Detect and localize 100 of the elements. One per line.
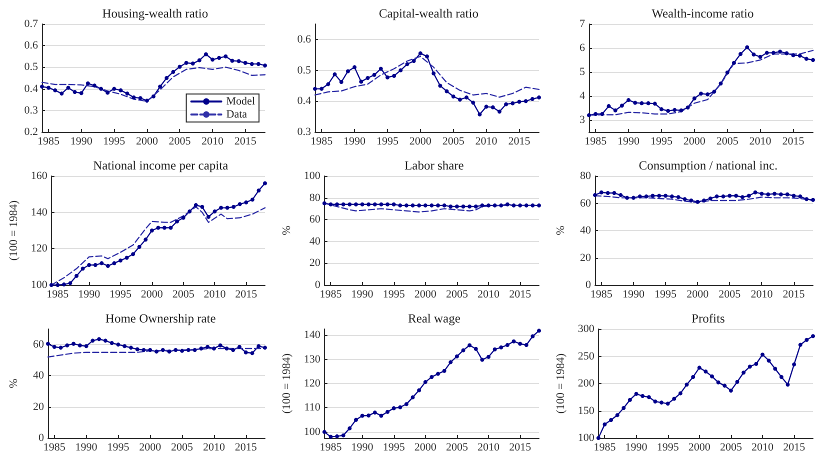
x-tick-label: 2000	[139, 442, 162, 454]
point	[792, 194, 796, 198]
point	[628, 398, 632, 402]
point	[52, 344, 56, 349]
point	[128, 346, 133, 350]
point	[423, 380, 428, 384]
point	[135, 347, 140, 352]
x-tick-label: 1990	[75, 442, 98, 454]
point	[256, 344, 261, 348]
x-tick-label: 1995	[376, 136, 399, 148]
chart-title: Wealth-income ratio	[652, 6, 754, 20]
point	[448, 360, 453, 364]
point	[184, 60, 188, 65]
point	[152, 94, 156, 98]
point	[122, 344, 127, 348]
point	[524, 99, 528, 104]
x-tick-label: 1985	[46, 288, 70, 300]
x-tick-label: 2010	[752, 442, 774, 454]
point	[339, 80, 344, 84]
x-tick-label: 2010	[749, 136, 772, 148]
point	[263, 346, 267, 350]
point	[60, 92, 64, 96]
chart-title: Housing-wealth ratio	[102, 6, 208, 20]
point	[256, 188, 261, 193]
x-tick-label: 1990	[622, 288, 645, 300]
point	[804, 56, 808, 61]
point	[804, 197, 809, 202]
point	[625, 196, 630, 200]
point	[766, 358, 771, 363]
point	[206, 214, 210, 219]
point	[335, 434, 340, 438]
y-tick-label: 5	[580, 66, 586, 78]
point	[58, 346, 63, 350]
y-tick-label: 20	[33, 400, 44, 413]
point	[410, 395, 415, 400]
x-tick-label: 1985	[584, 136, 608, 148]
x-tick-label: 1995	[656, 442, 680, 454]
y-tick-label: 0.6	[297, 33, 312, 46]
point	[722, 384, 727, 388]
point	[811, 58, 815, 62]
point	[778, 192, 783, 196]
y-tick-label: 0.4	[24, 82, 38, 95]
x-tick-label: 2005	[716, 136, 739, 148]
point	[224, 346, 229, 350]
point	[530, 334, 535, 338]
point	[766, 192, 770, 196]
point	[332, 72, 337, 76]
point	[714, 194, 719, 198]
x-tick-label: 2000	[688, 442, 711, 454]
point	[74, 274, 79, 278]
point	[181, 216, 186, 220]
point	[72, 90, 77, 94]
point	[660, 400, 664, 405]
point	[436, 372, 440, 376]
legend-label: Model	[226, 96, 256, 108]
point	[118, 88, 123, 92]
point	[158, 84, 162, 89]
y-tick-label: 130	[304, 353, 321, 366]
point	[490, 105, 495, 110]
point	[210, 58, 215, 62]
x-tick-label: 2000	[409, 136, 432, 148]
point	[438, 84, 442, 88]
y-tick-label: 60	[33, 338, 44, 351]
point	[644, 194, 648, 198]
y-tick-label: 200	[578, 378, 595, 390]
point	[697, 366, 702, 370]
y-tick-label: 0	[586, 279, 592, 291]
point	[425, 54, 429, 58]
point	[804, 338, 809, 342]
y-tick-label: 80	[309, 192, 321, 204]
point	[615, 413, 620, 418]
point	[710, 374, 714, 378]
point	[78, 343, 82, 348]
point	[164, 76, 169, 80]
x-tick-label: 1990	[351, 442, 374, 454]
y-tick-label: 0.6	[24, 40, 38, 52]
y-tick-label: 100	[304, 426, 321, 438]
point	[760, 352, 765, 357]
x-tick-label: 2015	[508, 136, 531, 148]
point	[225, 206, 230, 210]
point	[186, 348, 190, 352]
y-tick-label: 120	[304, 378, 321, 390]
point	[66, 86, 70, 90]
chart-title: Labor share	[404, 158, 464, 172]
point	[218, 343, 222, 348]
point	[640, 394, 645, 398]
point	[131, 252, 136, 256]
point	[348, 426, 352, 430]
point	[53, 88, 58, 92]
point	[230, 58, 234, 63]
point	[263, 63, 267, 68]
chart-title: Real wage	[408, 312, 461, 326]
point	[678, 391, 682, 396]
point	[40, 84, 44, 89]
x-tick-label: 2010	[204, 288, 226, 300]
point	[217, 56, 222, 60]
point	[106, 90, 110, 95]
point	[753, 190, 758, 194]
x-tick-label: 1985	[310, 136, 334, 148]
point	[811, 198, 815, 202]
